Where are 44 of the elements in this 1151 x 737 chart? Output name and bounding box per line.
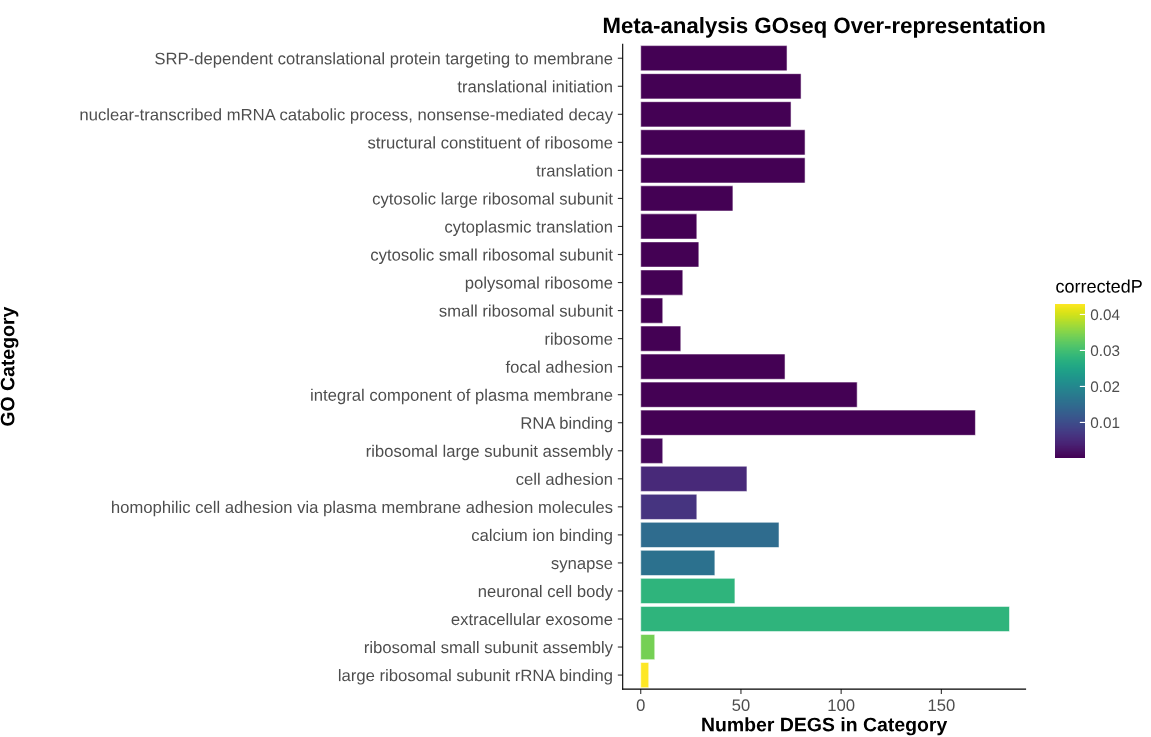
y-tick-label: ribosome [545,332,613,345]
y-tick-label: neuronal cell body [478,584,613,601]
color-bar-label: 0.02 [1090,381,1120,393]
bar [640,578,736,604]
y-axis-title: GO Category [0,306,19,426]
y-tick-label: cytosolic large ribosomal subunit [372,192,613,208]
chart-title: Meta-analysis GOseq Over-representation [603,17,1045,38]
y-tick-label: synapse [551,559,613,573]
y-tick-label: RNA binding [521,416,612,433]
bar [640,465,748,492]
x-tick-label: 150 [928,699,955,712]
y-tick-label: cell adhesion [516,472,612,486]
y-tick-label: focal adhesion [505,360,612,373]
y-tick-label: translation [536,164,612,177]
y-tick-label: ribosomal large subunit assembly [366,444,613,461]
color-bar-title: correctedP [1056,279,1142,293]
y-tick-label: SRP-dependent cotranslational protein targeting to membrane [155,52,613,68]
color-bar-label: 0.03 [1090,345,1120,357]
bar [640,550,716,576]
x-tick-label: 0 [636,699,645,712]
y-tick-label: structural constituent of ribosome [367,136,613,149]
y-tick-label: homophilic cell adhesion via plasma membrane adhesion molecules [112,500,613,517]
color-bar-label: 0.04 [1090,309,1120,321]
bar [640,493,698,520]
y-tick-label: nuclear-transcribed mRNA catabolic process, nonsense-mediated decay [80,108,613,124]
bar [640,437,664,464]
color-bar-label: 0.01 [1090,417,1120,429]
y-tick-label: small ribosomal subunit [439,304,613,317]
y-tick-label: polysomal ribosome [465,276,613,293]
bar [640,662,650,688]
y-tick-label: cytoplasmic translation [445,220,612,236]
y-tick-label: translational initiation [457,80,612,93]
bar [640,634,656,660]
y-tick-label: calcium ion binding [471,528,612,545]
y-tick-label: integral component of plasma membrane [311,388,613,405]
y-tick-label: ribosomal small subunit assembly [364,641,613,657]
x-axis-title: Number DEGS in Category [702,717,948,736]
y-tick-label: large ribosomal subunit rRNA binding [338,669,612,685]
x-tick-label: 50 [732,699,750,712]
x-tick-label: 100 [828,699,855,712]
y-tick-label: cytosolic small ribosomal subunit [371,248,613,264]
bar [640,606,1010,632]
y-tick-label: extracellular exosome [451,612,613,626]
bar [640,521,780,548]
